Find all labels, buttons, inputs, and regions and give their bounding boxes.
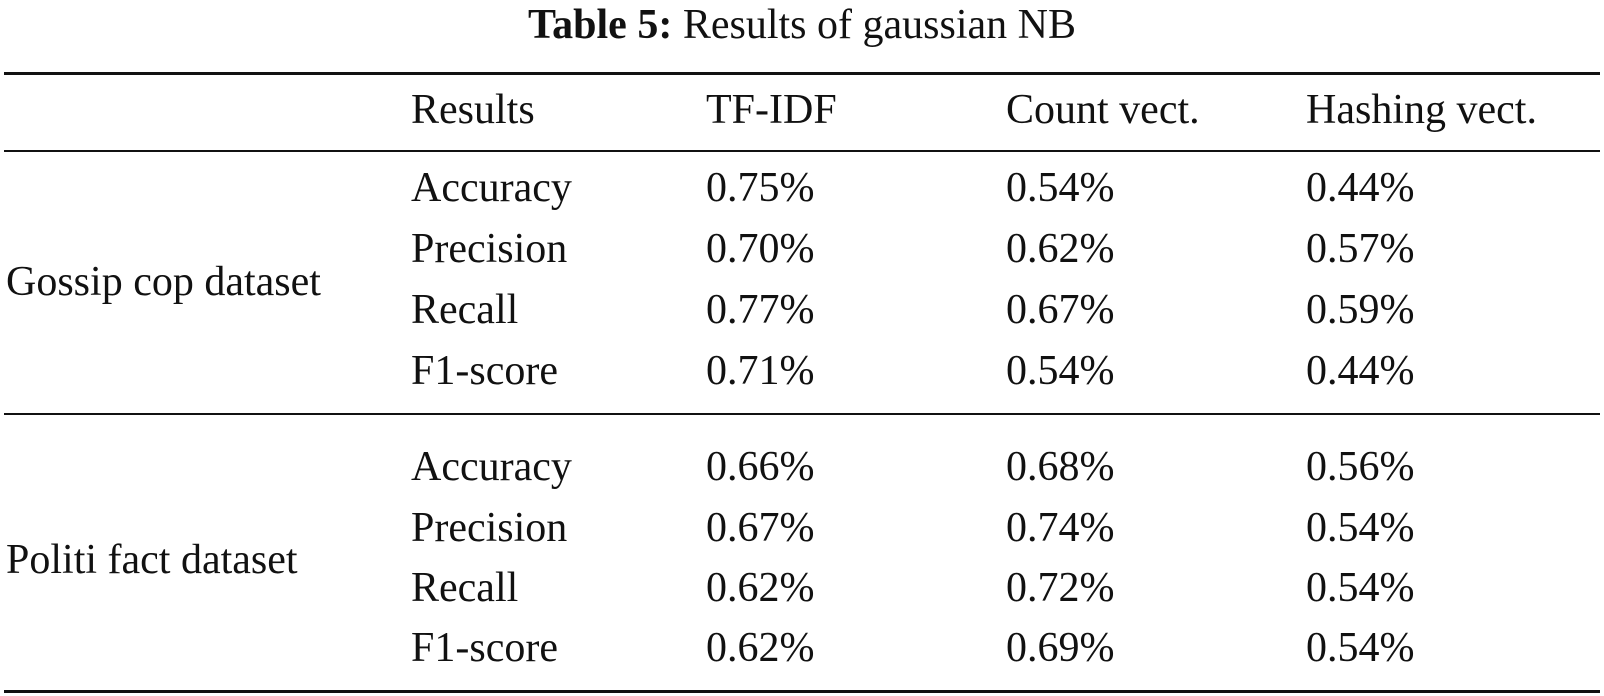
row-metric: Precision: [411, 505, 568, 551]
cell-tfidf: 0.66%: [706, 444, 815, 490]
group-label-gossip-cop: Gossip cop dataset: [6, 259, 321, 305]
cell-tfidf: 0.77%: [706, 287, 815, 333]
table-caption-label: Table 5:: [528, 2, 673, 48]
cell-hashing-vect: 0.44%: [1306, 348, 1415, 394]
header-hashing-vect: Hashing vect.: [1306, 87, 1537, 133]
cell-count-vect: 0.54%: [1006, 348, 1115, 394]
cell-tfidf: 0.71%: [706, 348, 815, 394]
cell-hashing-vect: 0.44%: [1306, 165, 1415, 211]
row-metric: Recall: [411, 565, 519, 611]
group-label-politi-fact: Politi fact dataset: [6, 537, 298, 583]
row-metric: Recall: [411, 287, 519, 333]
top-rule: [4, 72, 1600, 75]
header-count-vect: Count vect.: [1006, 87, 1200, 133]
group-separator-rule: [4, 413, 1600, 415]
cell-count-vect: 0.74%: [1006, 505, 1115, 551]
cell-count-vect: 0.62%: [1006, 226, 1115, 272]
row-metric: F1-score: [411, 348, 558, 394]
cell-tfidf: 0.75%: [706, 165, 815, 211]
cell-count-vect: 0.68%: [1006, 444, 1115, 490]
cell-count-vect: 0.54%: [1006, 165, 1115, 211]
cell-hashing-vect: 0.59%: [1306, 287, 1415, 333]
cell-hashing-vect: 0.56%: [1306, 444, 1415, 490]
table-caption-text: Results of gaussian NB: [682, 2, 1076, 48]
cell-hashing-vect: 0.57%: [1306, 226, 1415, 272]
header-rule: [4, 150, 1600, 152]
cell-tfidf: 0.62%: [706, 565, 815, 611]
row-metric: Accuracy: [411, 444, 572, 490]
row-metric: F1-score: [411, 625, 558, 671]
cell-count-vect: 0.72%: [1006, 565, 1115, 611]
row-metric: Accuracy: [411, 165, 572, 211]
cell-count-vect: 0.67%: [1006, 287, 1115, 333]
cell-hashing-vect: 0.54%: [1306, 565, 1415, 611]
header-tfidf: TF-IDF: [706, 87, 837, 133]
bottom-rule: [4, 690, 1600, 693]
cell-tfidf: 0.70%: [706, 226, 815, 272]
table-caption: Table 5: Results of gaussian NB: [0, 0, 1604, 56]
row-metric: Precision: [411, 226, 568, 272]
cell-tfidf: 0.62%: [706, 625, 815, 671]
cell-tfidf: 0.67%: [706, 505, 815, 551]
header-results: Results: [411, 87, 535, 133]
cell-hashing-vect: 0.54%: [1306, 505, 1415, 551]
cell-count-vect: 0.69%: [1006, 625, 1115, 671]
cell-hashing-vect: 0.54%: [1306, 625, 1415, 671]
